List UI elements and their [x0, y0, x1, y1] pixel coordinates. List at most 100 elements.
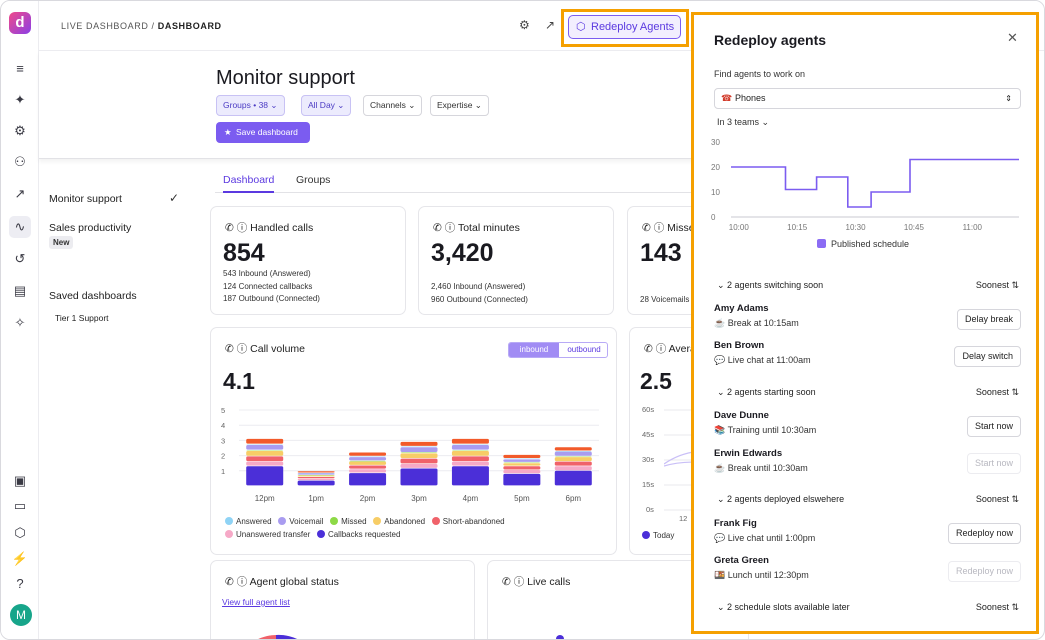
inbound-toggle[interactable]: inbound [509, 343, 559, 357]
sparkle-icon[interactable]: ✦ [14, 92, 26, 107]
avg-ytick: 30s [642, 455, 655, 464]
dialpad-logo-icon[interactable]: ▣ [13, 473, 27, 488]
save-dashboard-button[interactable]: ★ Save dashboard [216, 122, 310, 143]
section-starting-soon[interactable]: ⌄ 2 agents starting soon [717, 387, 816, 397]
sidebar-item-monitor-support[interactable]: Monitor support [49, 193, 122, 205]
view-agent-list-link[interactable]: View full agent list [222, 597, 290, 607]
bar-segment [349, 469, 387, 473]
history-icon[interactable]: ↺ [14, 251, 26, 266]
app-logo[interactable]: d [9, 12, 31, 34]
delay-switch-button[interactable]: Delay switch [954, 346, 1021, 367]
coffee-icon: ☕ [714, 463, 726, 473]
sort-soonest[interactable]: Soonest ⇅ [975, 280, 1019, 290]
info-icon[interactable]: ⓘ [444, 222, 456, 234]
channel-select[interactable]: ☎ Phones ⇕ [714, 88, 1021, 109]
breadcrumb: LIVE DASHBOARD / DASHBOARD [61, 21, 222, 31]
average-legend: Today [642, 531, 674, 540]
outbound-toggle[interactable]: outbound [567, 345, 601, 354]
legend-voicemail: Voicemail [278, 517, 324, 526]
channel-select-value: Phones [735, 93, 766, 103]
bar-segment [554, 466, 592, 471]
time-filter[interactable]: All Day ⌄ [301, 95, 352, 116]
card-title: ✆ ⓘ Misse [642, 222, 695, 234]
cube-icon[interactable]: ⬡ [14, 525, 26, 540]
info-icon[interactable]: ⓘ [513, 576, 525, 588]
bar-segment [400, 447, 438, 452]
avatar[interactable]: M [10, 604, 32, 626]
tab-groups[interactable]: Groups [296, 174, 331, 186]
sort-soonest[interactable]: Soonest ⇅ [975, 494, 1019, 504]
trend-icon[interactable]: ↗ [545, 18, 556, 32]
saved-dashboards-header: Saved dashboards [49, 290, 137, 302]
close-icon[interactable]: ✕ [1007, 30, 1018, 45]
bar-segment [503, 459, 541, 462]
section-schedule-slots[interactable]: ⌄ 2 schedule slots available later [717, 602, 850, 612]
pulse-icon[interactable]: ∿ [9, 216, 31, 238]
section-deployed-elsewhere[interactable]: ⌄ 2 agents deployed elswehere [717, 494, 845, 504]
bar-segment [554, 461, 592, 466]
x-tick-label: 5pm [514, 494, 530, 503]
sort-soonest[interactable]: Soonest ⇅ [975, 602, 1019, 612]
bar-segment [503, 454, 541, 459]
call-volume-card: ✆ ⓘ Call volume inbound outbound 4.1 5 4 3… [210, 327, 617, 555]
teams-dropdown[interactable]: In 3 teams ⌄ [717, 117, 770, 127]
y-tick-label: 5 [221, 406, 225, 415]
settings-icon[interactable]: ⚙ [519, 18, 530, 32]
ai-sparkle-icon[interactable]: ✧ [14, 315, 26, 330]
info-icon[interactable]: ⓘ [236, 343, 248, 355]
delay-break-button[interactable]: Delay break [956, 309, 1021, 330]
bar-segment [451, 451, 489, 456]
section-switching-soon[interactable]: ⌄ 2 agents switching soon [717, 280, 824, 290]
list-bolt-icon[interactable]: ⚡ [11, 551, 29, 566]
video-icon[interactable]: ▭ [13, 498, 27, 513]
handled-calls-card: ✆ ⓘ Handled calls 854 543 Inbound (Answe… [210, 206, 406, 315]
expertise-filter[interactable]: Expertise ⌄ [430, 95, 489, 116]
menu-icon[interactable]: ≡ [16, 61, 24, 76]
help-icon[interactable]: ? [16, 576, 24, 591]
start-now-button[interactable]: Start now [966, 416, 1021, 437]
groups-filter[interactable]: Groups • 38 ⌄ [216, 95, 285, 116]
clipboard-icon[interactable]: ▤ [13, 283, 27, 298]
trend-icon[interactable]: ↗ [14, 186, 26, 201]
sort-soonest[interactable]: Soonest ⇅ [975, 387, 1019, 397]
legend-abandoned: Abandoned [373, 517, 425, 526]
handled-calls-breakdown: 543 Inbound (Answered) 124 Connected call… [223, 269, 320, 303]
saved-item-tier1[interactable]: Tier 1 Support [55, 313, 109, 323]
new-badge: New [49, 236, 74, 249]
user-icon[interactable]: ⚇ [14, 154, 26, 169]
redeploy-agents-label: Redeploy Agents [591, 21, 675, 33]
tab-bar: Dashboard Groups [215, 169, 735, 193]
info-icon[interactable]: ⓘ [653, 222, 665, 234]
sidebar-item-sales-productivity[interactable]: Sales productivity [49, 222, 132, 234]
gear-icon[interactable]: ⚙ [14, 123, 26, 138]
agent-status: 💬 Live chat at 11:00am [714, 355, 811, 365]
phone-icon: ✆ [433, 222, 442, 234]
redeploy-now-button-disabled[interactable]: Redeploy now [947, 561, 1021, 582]
avg-ytick: 0s [646, 505, 654, 514]
legend-short-abandoned: Short-abandoned [431, 517, 505, 526]
start-now-button-disabled[interactable]: Start now [966, 453, 1021, 474]
avg-ytick: 45s [642, 430, 655, 439]
bar-segment [400, 458, 438, 464]
panel-title: Redeploy agents [714, 32, 827, 48]
agent-status-donut [258, 634, 298, 639]
bar-segment [246, 456, 284, 462]
phone-box-icon: ☎ [721, 93, 733, 103]
bar-segment [349, 465, 387, 469]
info-icon[interactable]: ⓘ [236, 576, 248, 588]
x-tick-label: 10:30 [846, 223, 867, 232]
bar-segment [451, 438, 489, 444]
info-icon[interactable]: ⓘ [655, 343, 667, 355]
channels-filter[interactable]: Channels ⌄ [363, 95, 423, 116]
redeploy-now-button[interactable]: Redeploy now [947, 523, 1021, 544]
bar-segment [349, 461, 387, 465]
redeploy-agents-button[interactable]: ⬡ Redeploy Agents [568, 15, 681, 39]
breadcrumb-parent[interactable]: LIVE DASHBOARD [61, 21, 149, 31]
bar-segment [297, 471, 335, 473]
phone-icon: ✆ [502, 576, 511, 588]
y-tick-label: 3 [221, 436, 225, 445]
tab-dashboard[interactable]: Dashboard [223, 174, 275, 193]
agent-status: 💬 Live chat until 1:00pm [714, 533, 816, 543]
info-icon[interactable]: ⓘ [236, 222, 248, 234]
phone-icon: ✆ [225, 343, 234, 355]
